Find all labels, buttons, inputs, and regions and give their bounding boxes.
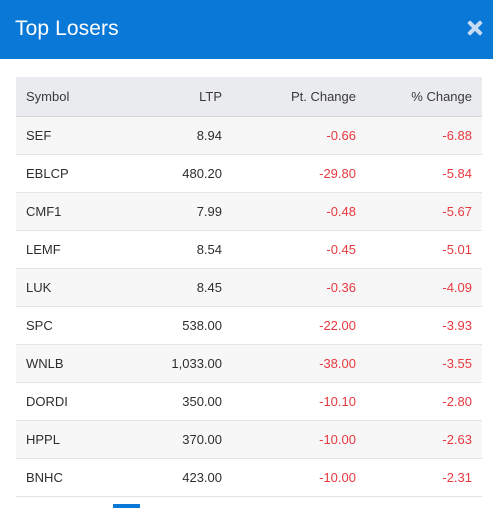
scroll-indicator[interactable] (113, 504, 140, 508)
cell-symbol: WNLB (26, 355, 64, 371)
table-row[interactable]: SPC 538.00 -22.00 -3.93 (16, 306, 482, 344)
cell-pt-change: -0.48 (326, 203, 356, 219)
table-header-row: Symbol LTP Pt. Change % Change (16, 77, 482, 117)
cell-pt-change: -0.45 (326, 241, 356, 257)
cell-ltp: 350.00 (182, 393, 222, 409)
table-row[interactable]: BNHC 423.00 -10.00 -2.31 (16, 458, 482, 496)
table-row[interactable]: CMF1 7.99 -0.48 -5.67 (16, 192, 482, 230)
cell-ltp: 7.99 (196, 203, 222, 219)
table-row[interactable]: SEF 8.94 -0.66 -6.88 (16, 116, 482, 154)
cell-ltp: 538.00 (182, 317, 222, 333)
table-header: Symbol LTP Pt. Change % Change (16, 77, 482, 117)
table-body: SEF 8.94 -0.66 -6.88 EBLCP 480.20 -29.80… (16, 116, 482, 496)
table-row[interactable]: DORDI 350.00 -10.10 -2.80 (16, 382, 482, 420)
cell-pt-change: -0.36 (326, 279, 356, 295)
cell-pct-change: -2.63 (442, 431, 472, 447)
losers-table: Symbol LTP Pt. Change % Change SEF 8.94 … (16, 77, 482, 497)
cell-symbol: SPC (26, 317, 53, 333)
column-header-pt-change[interactable]: Pt. Change (222, 77, 356, 117)
cell-symbol: LUK (26, 279, 52, 295)
cell-ltp: 480.20 (182, 165, 222, 181)
table-row[interactable]: HPPL 370.00 -10.00 -2.63 (16, 420, 482, 458)
cell-pct-change: -4.09 (442, 279, 472, 295)
cell-pct-change: -6.88 (442, 127, 472, 143)
column-header-ltp[interactable]: LTP (136, 77, 222, 117)
cell-ltp: 1,033.00 (171, 355, 222, 371)
cell-ltp: 8.94 (196, 127, 222, 143)
cell-ltp: 423.00 (182, 469, 222, 485)
cell-pt-change: -10.00 (319, 431, 356, 447)
cell-symbol: HPPL (26, 431, 60, 447)
cell-pct-change: -5.84 (442, 165, 472, 181)
cell-symbol: BNHC (26, 469, 63, 485)
cell-pt-change: -22.00 (319, 317, 356, 333)
modal-title: Top Losers (15, 17, 119, 40)
cell-symbol: SEF (26, 127, 52, 143)
table-row[interactable]: LUK 8.45 -0.36 -4.09 (16, 268, 482, 306)
cell-symbol: CMF1 (26, 203, 62, 219)
close-icon[interactable] (467, 20, 483, 36)
table-row[interactable]: EBLCP 480.20 -29.80 -5.84 (16, 154, 482, 192)
cell-pt-change: -0.66 (326, 127, 356, 143)
column-header-pct-change[interactable]: % Change (356, 77, 482, 117)
table-row[interactable]: LEMF 8.54 -0.45 -5.01 (16, 230, 482, 268)
cell-pct-change: -5.67 (442, 203, 472, 219)
table-row[interactable]: WNLB 1,033.00 -38.00 -3.55 (16, 344, 482, 382)
cell-ltp: 8.45 (196, 279, 222, 295)
cell-symbol: EBLCP (26, 165, 69, 181)
cell-symbol: LEMF (26, 241, 61, 257)
cell-symbol: DORDI (26, 393, 68, 409)
cell-pt-change: -38.00 (319, 355, 356, 371)
cell-pct-change: -5.01 (442, 241, 472, 257)
cell-pt-change: -29.80 (319, 165, 356, 181)
modal-header: Top Losers (0, 0, 493, 59)
cell-ltp: 370.00 (182, 431, 222, 447)
cell-pt-change: -10.00 (319, 469, 356, 485)
cell-ltp: 8.54 (196, 241, 222, 257)
cell-pct-change: -3.93 (442, 317, 472, 333)
cell-pct-change: -2.80 (442, 393, 472, 409)
column-header-symbol[interactable]: Symbol (16, 77, 136, 117)
cell-pt-change: -10.10 (319, 393, 356, 409)
cell-pct-change: -3.55 (442, 355, 472, 371)
cell-pct-change: -2.31 (442, 469, 472, 485)
losers-table-container: Symbol LTP Pt. Change % Change SEF 8.94 … (16, 77, 482, 497)
